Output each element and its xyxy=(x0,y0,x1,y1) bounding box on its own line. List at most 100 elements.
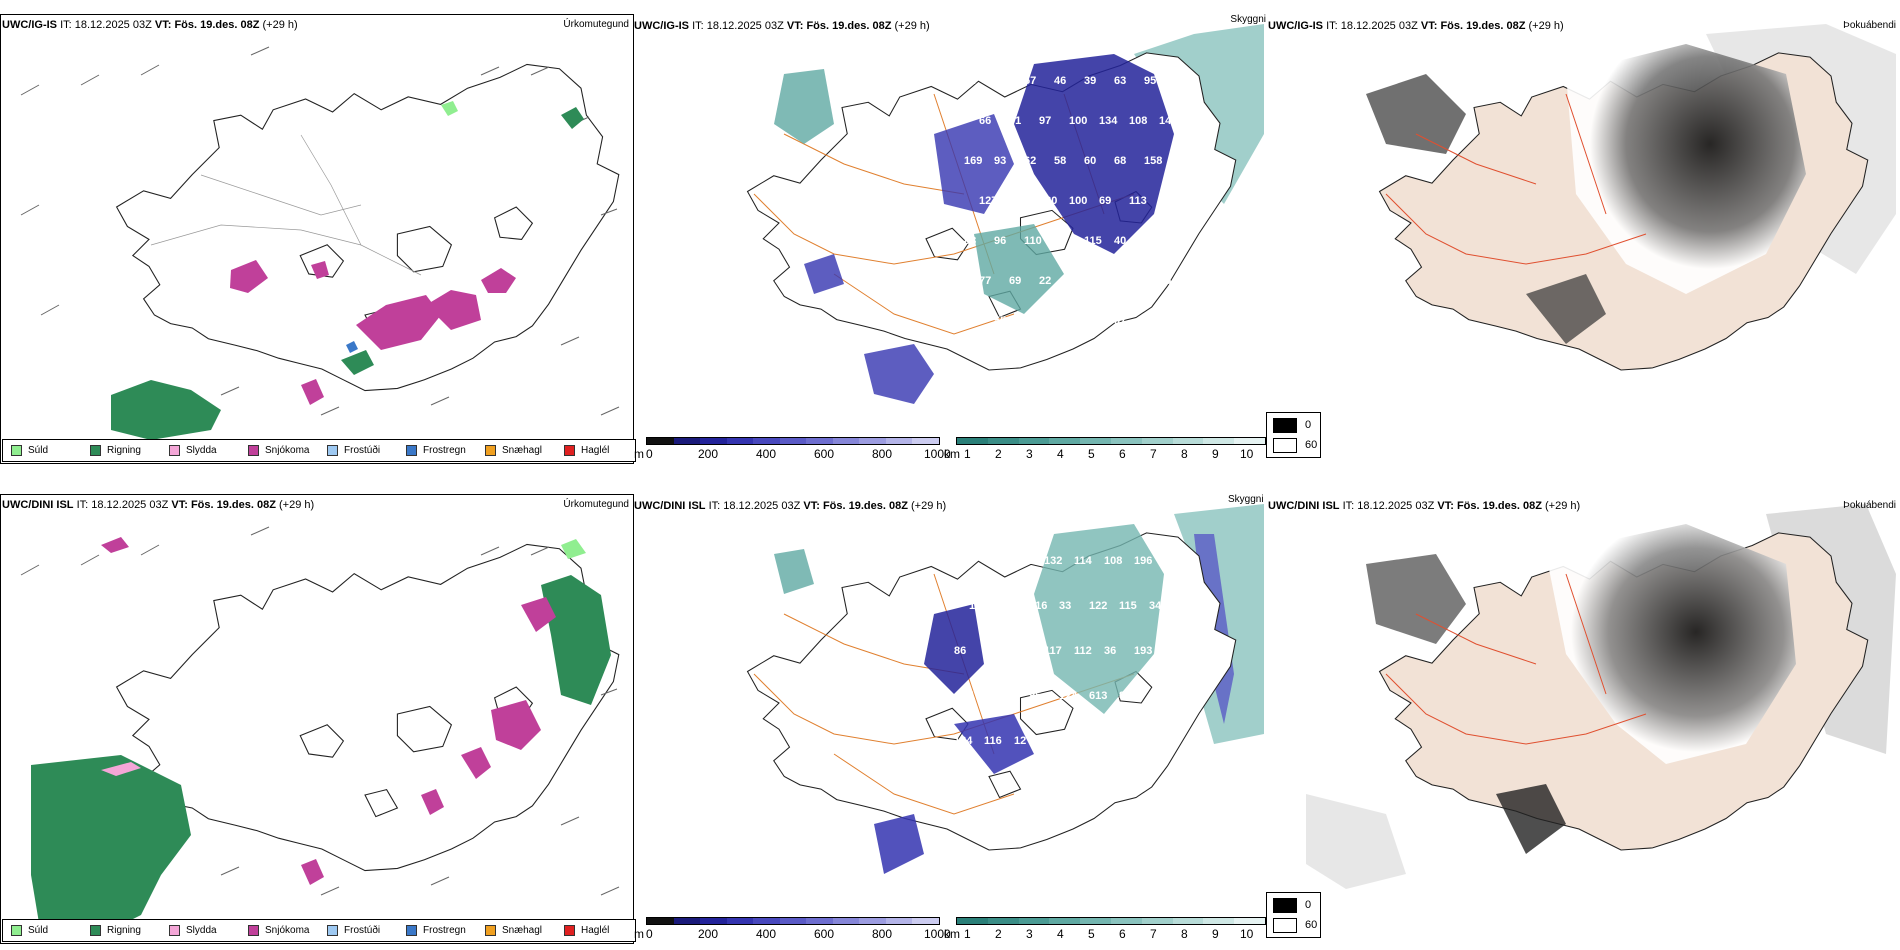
header-bottom-fog: UWC/DINI ISL IT: 18.12.2025 03Z VT: Fös.… xyxy=(1268,500,1581,512)
ceiling-value-label: 39 xyxy=(1054,315,1066,327)
legend-swatch xyxy=(485,445,496,456)
ceiling-value-label: 106 xyxy=(1104,735,1122,747)
ceiling-value-label: 39 xyxy=(1084,75,1096,87)
fog-label-high: 0 xyxy=(1305,899,1312,911)
ceiling-value-label: 96 xyxy=(994,235,1006,247)
legend-item: Slydda xyxy=(161,925,240,936)
header-top-fog-label: UWC/IG-IS IT: 18.12.2025 03Z VT: Fös. 19… xyxy=(1268,20,1564,32)
legend-item: Súld xyxy=(3,445,82,456)
legend-label: Frostregn xyxy=(423,925,466,936)
ceiling-value-label: 112 xyxy=(984,645,1002,657)
ceiling-value-label: 108 xyxy=(1104,555,1122,567)
legend-label: Rigning xyxy=(107,925,141,936)
ceiling-value-label: 34 xyxy=(1029,780,1042,792)
vis-tick: 4 xyxy=(1057,927,1064,941)
ceiling-unit: m xyxy=(634,927,644,941)
ceiling-value-label: 124 xyxy=(1059,690,1078,702)
ceiling-value-label: 77 xyxy=(979,275,991,287)
vis-tick: 6 xyxy=(1119,927,1126,941)
vis-tick: 3 xyxy=(1026,927,1033,941)
legend-item: Frostúði xyxy=(319,445,398,456)
fog-legend-top: 0 60 xyxy=(1266,412,1321,458)
ceiling-tick: 1000 xyxy=(924,447,951,461)
fog-label-low: 60 xyxy=(1305,919,1318,931)
ceiling-unit: m xyxy=(634,447,644,461)
ceiling-tick: 0 xyxy=(646,927,653,941)
header-top-vis: UWC/IG-IS IT: 18.12.2025 03Z VT: Fös. 19… xyxy=(634,20,930,32)
vis-colorbar-bottom xyxy=(956,917,1266,925)
ceiling-value-label: 86 xyxy=(1134,735,1146,747)
precip-map-top: UWC/IG-IS IT: 18.12.2025 03Z VT: Fös. 19… xyxy=(0,14,636,464)
ceiling-value-label: 134 xyxy=(1099,115,1118,127)
legend-swatch xyxy=(11,925,22,936)
ceiling-value-label: 46 xyxy=(1054,75,1066,87)
legend-label: Súld xyxy=(28,925,49,936)
ceiling-value-label: 12 xyxy=(1014,735,1026,747)
vis-tick: 8 xyxy=(1181,927,1188,941)
fog-map-svg xyxy=(1306,504,1896,889)
ceiling-value-label: 113 xyxy=(1129,195,1147,207)
ceiling-value-label: 22 xyxy=(1039,275,1051,287)
legend-item: Haglél xyxy=(556,445,635,456)
ceiling-tick-labels-bottom: m 0 200 400 600 800 1000 xyxy=(634,927,954,941)
ceiling-value-label: 33 xyxy=(1059,600,1071,612)
ceiling-value-label: 127 xyxy=(979,195,997,207)
ceiling-value-label: 174 xyxy=(969,600,988,612)
ceiling-value-label: 58 xyxy=(1054,155,1066,167)
ceiling-value-label: 32 xyxy=(969,780,981,792)
visibility-map-svg: 74 55 57 46 39 63 95 66 91 97 100 134 108 149 169 93 62 5… xyxy=(746,24,1264,404)
ceiling-value-label: 55 xyxy=(1084,315,1096,327)
vis-tick: 5 xyxy=(1088,927,1095,941)
legend-swatch xyxy=(90,445,101,456)
ceiling-value-label: 112 xyxy=(1074,735,1092,747)
ceiling-value-label: 36 xyxy=(1104,645,1116,657)
vis-tick: 3 xyxy=(1026,447,1033,461)
ceiling-value-label: 137 xyxy=(1149,690,1167,702)
ceiling-value-label: 87 xyxy=(1119,690,1131,702)
ceiling-value-label: 67 xyxy=(1099,275,1111,287)
ceiling-value-label: 115 xyxy=(1119,600,1137,612)
ceiling-tick: 0 xyxy=(646,447,653,461)
legend-swatch xyxy=(248,445,259,456)
ceiling-value-label: 193 xyxy=(1134,645,1152,657)
vis-title-top: Skyggni xyxy=(1230,14,1266,25)
legend-label: Súld xyxy=(28,445,49,456)
ceiling-value-label: 95 xyxy=(1029,690,1041,702)
ceiling-value-label: 68 xyxy=(1114,155,1126,167)
ceiling-tick: 400 xyxy=(756,927,777,941)
legend-label: Frostúði xyxy=(344,445,381,456)
ceiling-value-label: 55 xyxy=(1159,275,1171,287)
vis-title-bottom: Skyggni xyxy=(1228,494,1264,505)
ceiling-value-label: 77 xyxy=(1144,315,1156,327)
ceiling-value-label: 20 xyxy=(1069,275,1081,287)
legend-item: Snjókoma xyxy=(240,925,319,936)
ceiling-value-label: 36 xyxy=(984,555,996,567)
fog-swatch-low xyxy=(1273,918,1297,933)
ceiling-value-label: 122 xyxy=(1089,600,1107,612)
legend-item: Snæhagl xyxy=(477,925,556,936)
precip-title-bottom: Úrkomutegund xyxy=(563,499,629,510)
legend-label: Haglél xyxy=(581,445,610,456)
ceiling-value-label: 86 xyxy=(954,645,966,657)
legend-label: Slydda xyxy=(186,445,217,456)
ceiling-value-label: 63 xyxy=(1129,275,1141,287)
legend-item: Snjókoma xyxy=(240,445,319,456)
legend-label: Snæhagl xyxy=(502,445,543,456)
legend-item: Frostúði xyxy=(319,925,398,936)
ceiling-value-label: 297 xyxy=(954,555,972,567)
ceiling-value-label: 62 xyxy=(1024,155,1036,167)
precip-map-svg xyxy=(20,526,620,935)
legend-item: Súld xyxy=(3,925,82,936)
vis-tick: 8 xyxy=(1181,447,1188,461)
vis-unit: km xyxy=(944,927,960,941)
fog-swatch-high xyxy=(1273,898,1297,913)
vis-tick: 7 xyxy=(1150,447,1157,461)
fog-title-top: Þokuábendi xyxy=(1843,20,1896,31)
ceiling-value-label: 74 xyxy=(964,75,977,87)
vis-tick: 5 xyxy=(1088,447,1095,461)
fog-legend-bottom: 0 60 xyxy=(1266,892,1321,938)
ceiling-value-label: 168 xyxy=(999,690,1017,702)
legend-label: Snjókoma xyxy=(265,445,310,456)
ceiling-value-label: 49 xyxy=(1024,315,1036,327)
legend-swatch xyxy=(327,445,338,456)
